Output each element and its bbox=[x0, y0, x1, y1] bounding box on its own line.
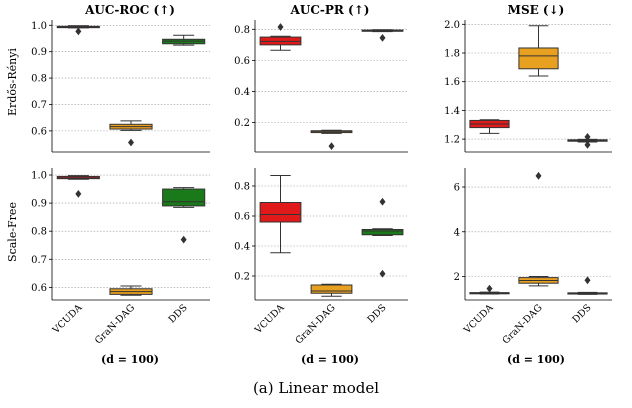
panel-scale-free-auc-pr-box-gran-dag-iqr bbox=[310, 284, 353, 294]
panel-scale-free-mse-box-dds bbox=[567, 276, 608, 295]
col-title-mse: MSE (↓) bbox=[508, 3, 565, 17]
panel-erdos-renyi-auc-pr-ytick-label: 0.6 bbox=[234, 56, 250, 67]
d-label-col1: (d = 100) bbox=[101, 353, 159, 366]
panel-scale-free-mse-ytick-label: 2 bbox=[454, 272, 460, 283]
col-title-auc-pr: AUC-PR (↑) bbox=[290, 3, 370, 17]
row-label-erdos-renyi: Erdős-Rényi bbox=[6, 48, 19, 116]
row-label-scale-free: Scale-Free bbox=[6, 202, 19, 262]
panel-scale-free-mse-box-vcuda-outlier bbox=[486, 284, 493, 293]
panel-scale-free-mse: 2 4 6 VCUDA GraN-DAG DDS bbox=[454, 168, 612, 346]
panel-erdos-renyi-auc-pr-ytick-label: 0.4 bbox=[234, 87, 250, 98]
panel-erdos-renyi-mse-box-dds-outlier bbox=[584, 133, 591, 141]
panel-scale-free-auc-pr-box-dds bbox=[361, 197, 404, 278]
panel-scale-free-mse-ytick-label: 4 bbox=[454, 227, 460, 238]
panel-scale-free-auc-roc-box-dds-iqr bbox=[162, 188, 206, 207]
panel-scale-free-auc-pr-category-label-gran-dag: GraN-DAG bbox=[294, 302, 338, 346]
panel-erdos-renyi-mse-ytick-label: 1.8 bbox=[444, 49, 460, 60]
panel-scale-free-mse-box-gran-dag-outlier bbox=[535, 171, 542, 180]
panel-scale-free-auc-roc-box-vcuda-outlier bbox=[75, 189, 82, 198]
panel-scale-free-auc-pr-box-dds-outlier bbox=[379, 197, 386, 206]
panel-erdos-renyi-mse-ytick-label: 1.6 bbox=[444, 77, 460, 88]
panel-erdos-renyi-mse-box-dds-outlier bbox=[584, 140, 591, 149]
panel-scale-free-auc-roc-box-gran-dag bbox=[109, 285, 153, 296]
panel-erdos-renyi-auc-roc-box-vcuda bbox=[56, 25, 100, 36]
d-label-col2: (d = 100) bbox=[301, 353, 359, 366]
panel-scale-free-auc-roc-ytick-label: 0.7 bbox=[31, 255, 47, 266]
panel-scale-free-auc-roc-ytick-label: 0.6 bbox=[31, 283, 47, 294]
panel-scale-free-mse-box-gran-dag bbox=[518, 171, 559, 287]
panel-scale-free-auc-pr-category-label-vcuda: VCUDA bbox=[252, 302, 286, 336]
panel-scale-free-mse-box-vcuda bbox=[469, 284, 510, 295]
panel-erdos-renyi-mse-box-gran-dag bbox=[518, 25, 559, 77]
panel-scale-free-auc-pr-ytick-label: 0.6 bbox=[234, 212, 250, 223]
d-label-col3: (d = 100) bbox=[507, 353, 565, 366]
panel-scale-free-auc-roc: 0.6 0.7 0.8 0.9 1.0 VCUDA GraN-DAG DDS bbox=[31, 168, 210, 346]
panel-scale-free-auc-pr-box-dds-outlier bbox=[379, 269, 386, 278]
figure-caption: (a) Linear model bbox=[253, 379, 379, 397]
panel-scale-free-auc-roc-ytick-label: 1.0 bbox=[31, 171, 47, 182]
panel-erdos-renyi-auc-pr-box-gran-dag-outlier bbox=[328, 142, 335, 150]
panel-scale-free-mse-category-label-gran-dag: GraN-DAG bbox=[501, 302, 545, 346]
panel-erdos-renyi-auc-pr-ytick-label: 0.2 bbox=[234, 118, 250, 129]
panel-scale-free-auc-pr-ytick-label: 0.4 bbox=[234, 242, 250, 253]
panel-scale-free-auc-roc-ytick-label: 0.8 bbox=[31, 227, 47, 238]
panel-erdos-renyi-auc-roc-box-gran-dag-outlier bbox=[128, 138, 134, 147]
panel-erdos-renyi-auc-roc-ytick-label: 0.9 bbox=[31, 47, 47, 58]
panel-scale-free-auc-pr-box-vcuda-iqr bbox=[259, 202, 302, 223]
panel-scale-free-mse-ytick-label: 6 bbox=[454, 183, 460, 194]
panel-scale-free-auc-roc-box-dds bbox=[162, 187, 206, 244]
panel-scale-free-auc-pr-ytick-label: 0.8 bbox=[234, 182, 250, 193]
panel-scale-free-auc-roc-category-label-gran-dag: GraN-DAG bbox=[93, 302, 137, 346]
col-title-auc-roc: AUC-ROC (↑) bbox=[84, 3, 175, 17]
panel-erdos-renyi-auc-roc: 0.6 0.7 0.8 0.9 1.0 bbox=[31, 20, 210, 153]
panel-erdos-renyi-auc-pr-box-dds bbox=[361, 29, 404, 42]
panel-erdos-renyi-mse-box-gran-dag-iqr bbox=[518, 47, 559, 70]
panel-erdos-renyi-auc-roc-box-gran-dag bbox=[109, 120, 153, 147]
panel-erdos-renyi-mse-box-vcuda bbox=[469, 119, 510, 134]
panel-scale-free-auc-roc-ytick-label: 0.9 bbox=[31, 199, 47, 210]
panel-erdos-renyi-auc-pr-box-dds-outlier bbox=[379, 33, 386, 42]
panel-scale-free-mse-box-dds-outlier bbox=[584, 276, 591, 285]
panel-scale-free-mse-category-label-vcuda: VCUDA bbox=[461, 302, 495, 336]
panel-erdos-renyi-auc-pr-ytick-label: 0.8 bbox=[234, 25, 250, 36]
panel-erdos-renyi-auc-roc-box-vcuda-outlier bbox=[75, 27, 82, 36]
panel-erdos-renyi-auc-roc-ytick-label: 0.6 bbox=[31, 126, 47, 137]
panel-scale-free-auc-pr-box-dds-iqr bbox=[361, 229, 404, 236]
panel-scale-free-auc-roc-category-label-vcuda: VCUDA bbox=[50, 302, 84, 336]
panel-scale-free-mse-category-label-dds: DDS bbox=[570, 302, 593, 325]
panel-erdos-renyi-auc-pr-box-gran-dag bbox=[310, 129, 353, 150]
panel-scale-free-auc-pr-category-label-dds: DDS bbox=[365, 302, 388, 325]
panel-scale-free-auc-roc-box-dds-outlier bbox=[180, 235, 187, 244]
panel-erdos-renyi-mse-ytick-label: 1.2 bbox=[444, 135, 460, 146]
panel-scale-free-auc-roc-category-label-dds: DDS bbox=[167, 302, 190, 325]
panel-scale-free-auc-pr-ytick-label: 0.2 bbox=[234, 272, 250, 283]
panel-scale-free-auc-roc-box-vcuda bbox=[56, 175, 100, 198]
panel-erdos-renyi-auc-roc-ytick-label: 1.0 bbox=[31, 21, 47, 32]
panel-erdos-renyi-mse: 1.2 1.4 1.6 1.8 2.0 bbox=[444, 20, 612, 153]
panel-scale-free-auc-pr-box-gran-dag bbox=[310, 283, 353, 297]
panel-erdos-renyi-auc-pr-box-vcuda-outlier bbox=[277, 23, 284, 31]
panel-erdos-renyi-mse-box-dds bbox=[567, 133, 608, 149]
panel-erdos-renyi-auc-roc-ytick-label: 0.8 bbox=[31, 74, 47, 85]
panel-scale-free-auc-pr-box-vcuda bbox=[259, 175, 302, 254]
panel-erdos-renyi-auc-roc-box-dds bbox=[162, 34, 206, 46]
panel-erdos-renyi-auc-pr: 0.2 0.4 0.6 0.8 bbox=[234, 20, 408, 153]
panel-erdos-renyi-mse-ytick-label: 1.4 bbox=[444, 106, 460, 117]
panel-erdos-renyi-auc-roc-ytick-label: 0.7 bbox=[31, 100, 47, 111]
panel-scale-free-auc-pr: 0.2 0.4 0.6 0.8 VCUDA GraN-DAG DDS bbox=[234, 168, 408, 346]
panel-erdos-renyi-mse-ytick-label: 2.0 bbox=[444, 20, 460, 31]
panel-erdos-renyi-auc-pr-box-vcuda bbox=[259, 23, 302, 51]
